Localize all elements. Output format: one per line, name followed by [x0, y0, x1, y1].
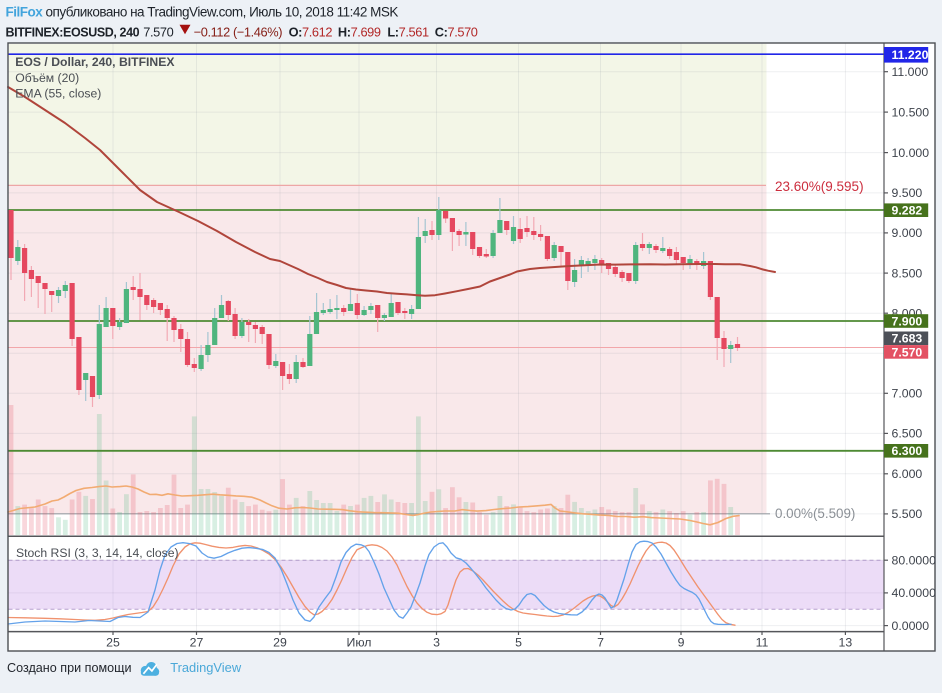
- svg-text:9.000: 9.000: [892, 226, 923, 240]
- svg-text:7.683: 7.683: [892, 332, 923, 346]
- svg-text:40.0000: 40.0000: [892, 586, 937, 600]
- svg-text:TradingView: TradingView: [170, 660, 242, 675]
- svg-text:9.282: 9.282: [892, 204, 923, 218]
- svg-text:11.000: 11.000: [892, 65, 929, 79]
- svg-text:Stoch RSI (3, 3, 14, 14, close: Stoch RSI (3, 3, 14, 14, close): [16, 546, 179, 560]
- svg-text:0.00%(5.509): 0.00%(5.509): [775, 506, 855, 521]
- svg-text:FilFox опубликовано на Trading: FilFox опубликовано на TradingView.com, …: [6, 5, 399, 20]
- svg-text:6.000: 6.000: [892, 467, 923, 481]
- svg-text:7.900: 7.900: [892, 314, 923, 328]
- svg-text:Объём (20): Объём (20): [15, 71, 79, 85]
- svg-text:13: 13: [839, 635, 853, 649]
- svg-text:Июл: Июл: [347, 635, 372, 649]
- svg-text:11: 11: [756, 635, 769, 649]
- svg-text:29: 29: [273, 635, 287, 649]
- svg-text:80.0000: 80.0000: [892, 553, 937, 567]
- svg-text:8.500: 8.500: [892, 266, 923, 280]
- svg-text:27: 27: [190, 635, 204, 649]
- svg-text:5: 5: [515, 635, 522, 649]
- svg-text:10.500: 10.500: [892, 105, 930, 119]
- svg-text:7: 7: [597, 635, 604, 649]
- svg-text:Создано при помощи: Создано при помощи: [7, 661, 132, 675]
- svg-text:7.000: 7.000: [892, 387, 923, 401]
- svg-text:9.500: 9.500: [892, 186, 923, 200]
- svg-text:11.220: 11.220: [892, 48, 929, 62]
- svg-text:10.000: 10.000: [892, 146, 930, 160]
- svg-text:7.570: 7.570: [892, 345, 923, 359]
- svg-text:0.0000: 0.0000: [892, 619, 930, 633]
- svg-text:EMA (55, close): EMA (55, close): [15, 87, 101, 101]
- svg-text:6.500: 6.500: [892, 427, 923, 441]
- svg-text:25: 25: [106, 635, 120, 649]
- svg-text:23.60%(9.595): 23.60%(9.595): [775, 179, 864, 194]
- svg-text:9: 9: [678, 635, 685, 649]
- svg-text:5.500: 5.500: [892, 507, 923, 521]
- svg-text:6.300: 6.300: [892, 444, 923, 458]
- svg-text:EOS / Dollar, 240, BITFINEX: EOS / Dollar, 240, BITFINEX: [15, 55, 175, 69]
- svg-text:3: 3: [433, 635, 440, 649]
